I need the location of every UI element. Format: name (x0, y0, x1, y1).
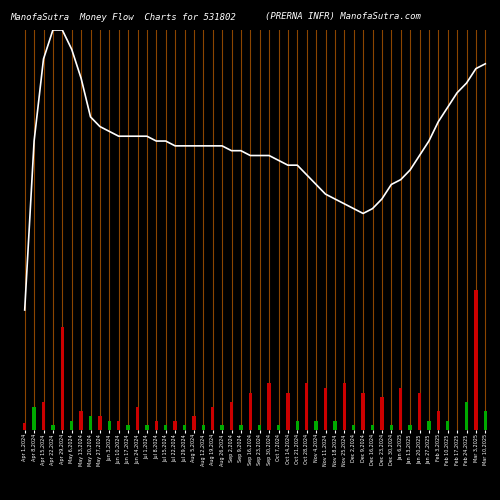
Bar (60, 328, 64, 430)
Bar (305, 384, 308, 430)
Bar (80, 412, 83, 430)
Bar (370, 426, 374, 430)
Bar (286, 392, 290, 430)
Bar (296, 420, 299, 430)
Text: (PRERNA INFR) ManofaSutra.com: (PRERNA INFR) ManofaSutra.com (265, 12, 421, 22)
Bar (211, 406, 214, 430)
Bar (23, 423, 26, 430)
Bar (182, 426, 186, 430)
Bar (98, 416, 102, 430)
Bar (314, 420, 318, 430)
Bar (427, 420, 430, 430)
Text: ManofaSutra  Money Flow  Charts for 531802: ManofaSutra Money Flow Charts for 531802 (10, 12, 236, 22)
Bar (145, 426, 148, 430)
Bar (108, 420, 111, 430)
Bar (117, 420, 120, 430)
Bar (436, 412, 440, 430)
Bar (390, 426, 393, 430)
Bar (464, 402, 468, 430)
Bar (258, 426, 262, 430)
Bar (230, 402, 234, 430)
Bar (248, 392, 252, 430)
Bar (352, 426, 356, 430)
Bar (126, 426, 130, 430)
Bar (342, 384, 346, 430)
Bar (154, 420, 158, 430)
Bar (192, 416, 196, 430)
Bar (70, 420, 73, 430)
Bar (220, 426, 224, 430)
Bar (32, 406, 36, 430)
Bar (474, 290, 478, 430)
Bar (362, 392, 365, 430)
Bar (408, 426, 412, 430)
Bar (324, 388, 328, 430)
Bar (174, 420, 177, 430)
Bar (136, 406, 140, 430)
Bar (399, 388, 402, 430)
Bar (268, 384, 271, 430)
Bar (202, 426, 205, 430)
Bar (418, 392, 422, 430)
Bar (333, 420, 336, 430)
Bar (380, 398, 384, 430)
Bar (484, 412, 487, 430)
Bar (446, 420, 450, 430)
Bar (276, 426, 280, 430)
Bar (42, 402, 46, 430)
Bar (164, 426, 168, 430)
Bar (88, 416, 92, 430)
Bar (239, 426, 242, 430)
Bar (51, 426, 54, 430)
